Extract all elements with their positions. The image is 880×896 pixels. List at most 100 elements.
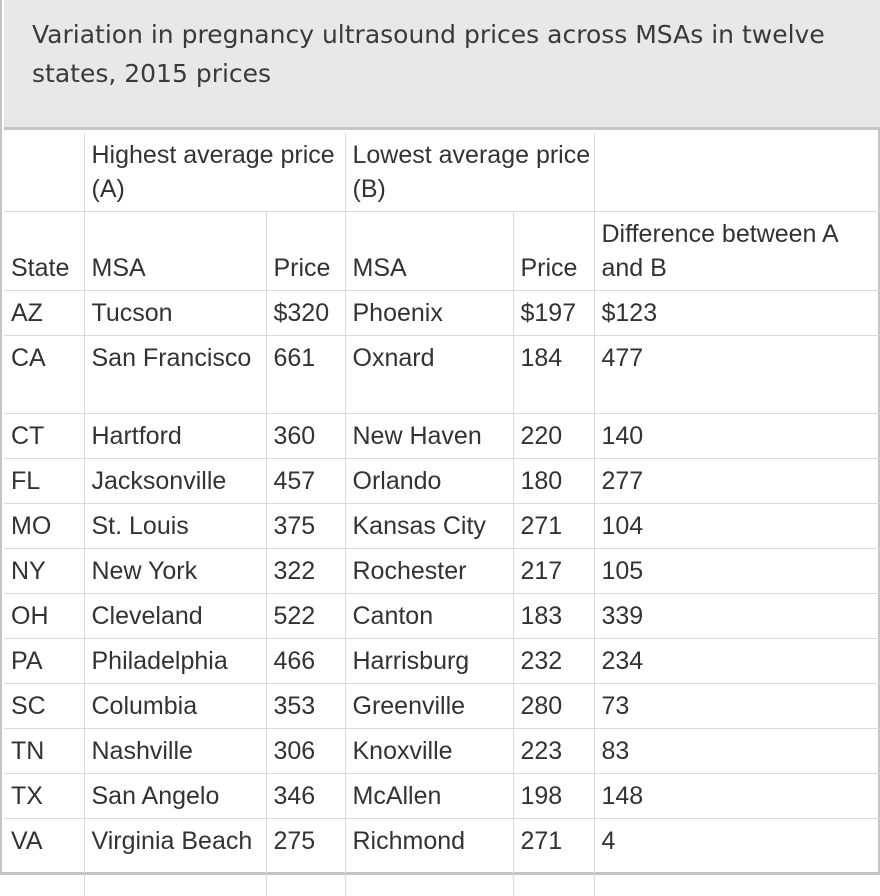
price-a-cell: 346 [266, 774, 345, 819]
difference-cell: $123 [594, 291, 880, 336]
difference-cell: 339 [594, 594, 880, 639]
state-cell: TX [4, 774, 84, 819]
lowest-price-header: Lowest average price (B) [345, 133, 594, 212]
msa-b-cell: McAllen [345, 774, 513, 819]
msa-a-cell: St. Louis [84, 504, 266, 549]
price-b-cell: 180 [513, 459, 594, 504]
price-b-cell: 220 [513, 414, 594, 459]
price-b-column-header: Price [513, 212, 594, 291]
state-cell: NY [4, 549, 84, 594]
msa-b-cell: Phoenix [345, 291, 513, 336]
difference-cell: 148 [594, 774, 880, 819]
column-header-row: State MSA Price MSA Price Difference bet… [4, 212, 880, 291]
difference-cell: 104 [594, 504, 880, 549]
state-column-header: State [4, 212, 84, 291]
highest-price-header: Highest average price (A) [84, 133, 345, 212]
msa-b-cell: Knoxville [345, 729, 513, 774]
msa-b-cell: Greenville [345, 684, 513, 729]
price-b-cell: 271 [513, 819, 594, 896]
msa-a-cell: Philadelphia [84, 639, 266, 684]
price-b-cell: 217 [513, 549, 594, 594]
price-b-cell: 280 [513, 684, 594, 729]
table-frame: Variation in pregnancy ultrasound prices… [0, 0, 880, 875]
msa-b-cell: Richmond [345, 819, 513, 896]
state-cell: PA [4, 639, 84, 684]
difference-cell: 4 [594, 819, 880, 896]
msa-b-cell: Harrisburg [345, 639, 513, 684]
msa-a-cell: San Francisco [84, 336, 266, 414]
msa-a-cell: Jacksonville [84, 459, 266, 504]
price-a-cell: 275 [266, 819, 345, 896]
msa-a-cell: Nashville [84, 729, 266, 774]
msa-b-cell: Kansas City [345, 504, 513, 549]
group-header-row: Highest average price (A) Lowest average… [4, 133, 880, 212]
state-cell: TN [4, 729, 84, 774]
difference-cell: 477 [594, 336, 880, 414]
price-a-cell: 353 [266, 684, 345, 729]
price-a-cell: 322 [266, 549, 345, 594]
price-a-cell: 306 [266, 729, 345, 774]
price-a-cell: 375 [266, 504, 345, 549]
price-b-cell: 223 [513, 729, 594, 774]
msa-a-column-header: MSA [84, 212, 266, 291]
state-cell: MO [4, 504, 84, 549]
price-a-cell: 522 [266, 594, 345, 639]
price-a-cell: $320 [266, 291, 345, 336]
msa-b-cell: New Haven [345, 414, 513, 459]
state-cell: VA [4, 819, 84, 896]
difference-cell: 140 [594, 414, 880, 459]
price-b-cell: 232 [513, 639, 594, 684]
price-a-cell: 661 [266, 336, 345, 414]
state-cell: SC [4, 684, 84, 729]
price-a-column-header: Price [266, 212, 345, 291]
difference-cell: 73 [594, 684, 880, 729]
header-empty-cell [594, 133, 880, 212]
price-b-cell: 198 [513, 774, 594, 819]
msa-b-cell: Orlando [345, 459, 513, 504]
msa-a-cell: San Angelo [84, 774, 266, 819]
state-cell: CA [4, 336, 84, 414]
msa-a-cell: Hartford [84, 414, 266, 459]
difference-cell: 277 [594, 459, 880, 504]
msa-a-cell: Columbia [84, 684, 266, 729]
price-table: Highest average price (A) Lowest average… [4, 133, 880, 896]
difference-cell: 234 [594, 639, 880, 684]
msa-a-cell: Tucson [84, 291, 266, 336]
header-empty-cell [4, 133, 84, 212]
price-b-cell: $197 [513, 291, 594, 336]
price-a-cell: 466 [266, 639, 345, 684]
price-a-cell: 360 [266, 414, 345, 459]
state-cell: CT [4, 414, 84, 459]
msa-a-cell: Cleveland [84, 594, 266, 639]
price-a-cell: 457 [266, 459, 345, 504]
msa-b-column-header: MSA [345, 212, 513, 291]
msa-a-cell: New York [84, 549, 266, 594]
state-cell: AZ [4, 291, 84, 336]
table-caption: Variation in pregnancy ultrasound prices… [4, 0, 880, 130]
difference-column-header: Difference between A and B [594, 212, 880, 291]
price-b-cell: 184 [513, 336, 594, 414]
state-cell: OH [4, 594, 84, 639]
state-cell: FL [4, 459, 84, 504]
difference-cell: 105 [594, 549, 880, 594]
msa-b-cell: Oxnard [345, 336, 513, 414]
price-b-cell: 271 [513, 504, 594, 549]
msa-b-cell: Canton [345, 594, 513, 639]
msa-a-cell: Virginia Beach [84, 819, 266, 896]
difference-cell: 83 [594, 729, 880, 774]
msa-b-cell: Rochester [345, 549, 513, 594]
price-b-cell: 183 [513, 594, 594, 639]
